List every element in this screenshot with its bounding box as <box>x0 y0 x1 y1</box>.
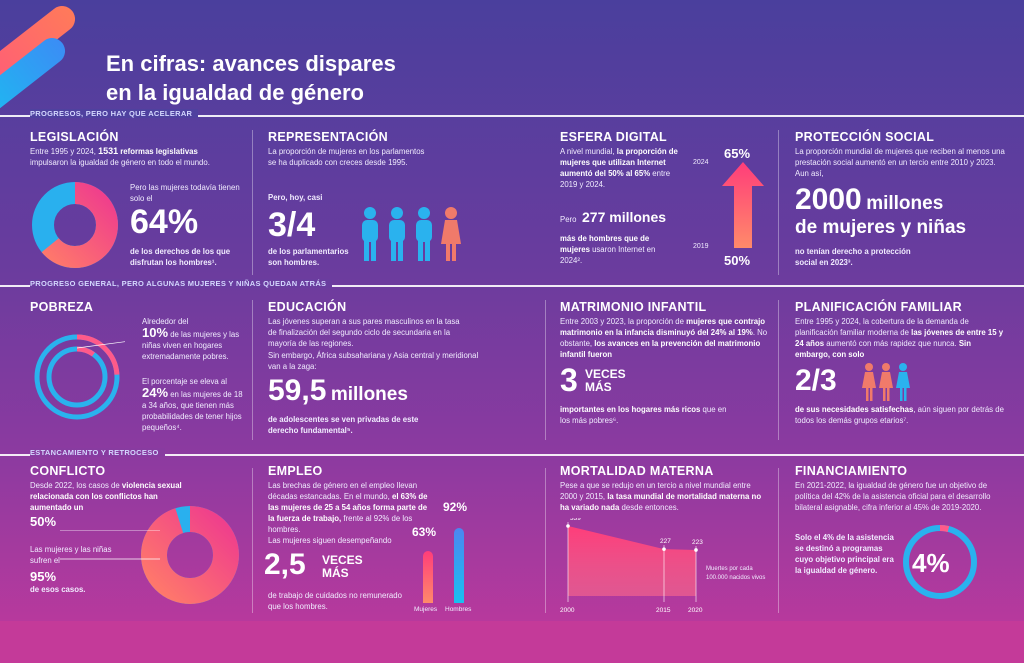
digital-heading: ESFERA DIGITAL <box>560 130 667 144</box>
empleo-heading: EMPLEO <box>268 464 323 478</box>
pobreza-heading: POBREZA <box>30 300 94 314</box>
digital-year-2024: 2024 <box>693 159 709 166</box>
pobreza-text-2: El porcentaje se eleva al 24% en las muje… <box>142 377 243 432</box>
financiamiento-heading: FINANCIAMIENTO <box>795 464 908 478</box>
legislacion-donut <box>32 182 118 268</box>
proteccion-heading: PROTECCIÓN SOCIAL <box>795 130 935 144</box>
mortalidad-value-label: 227 <box>660 538 671 545</box>
digital-text-2: Pero <box>560 215 577 224</box>
conflicto-value-1: 50% <box>30 514 57 529</box>
legislacion-text-2: Pero las mujeres todavía tienen solo el <box>130 183 240 203</box>
conflicto-value-2: 95% <box>30 569 57 584</box>
legislacion-text: Entre 1995 y 2024, 1531 reformas legisla… <box>30 146 210 167</box>
proteccion-big: 2000 millones <box>795 183 944 216</box>
representacion-text-3: de los parlamentarios son hombres. <box>268 247 349 267</box>
digital-big: 277 millones <box>582 209 667 225</box>
brand-logo <box>0 5 80 125</box>
footer-band <box>0 621 1024 663</box>
conflicto-text-3: de esos casos. <box>30 585 86 594</box>
mortalidad-point-2015 <box>662 547 666 551</box>
people-icons-2 <box>862 363 910 401</box>
planificacion-text: Entre 1995 y 2024, la cobertura de la de… <box>795 317 1004 359</box>
section-band-2: Progreso general, pero algunas mujeres y… <box>30 279 333 288</box>
empleo-text: Las brechas de género en el empleo lleva… <box>268 481 428 545</box>
proteccion-text-2: no tenían derecho a protección social en… <box>795 247 911 267</box>
representacion-text: La proporción de mujeres en los parlamen… <box>268 147 425 167</box>
financiamiento-text: En 2021-2022, la igualdad de género fue … <box>795 481 991 512</box>
empleo-value-hombres: 92% <box>443 500 468 514</box>
legislacion-heading: LEGISLACIÓN <box>30 130 119 144</box>
bar-mujeres <box>423 551 433 603</box>
mortalidad-tick-label: 2000 <box>560 607 575 614</box>
matrimonio-big: 3 <box>560 362 578 398</box>
empleo-veces: VECES MÁS <box>322 553 363 580</box>
matrimonio-heading: MATRIMONIO INFANTIL <box>560 300 707 314</box>
mortalidad-tick-label: 2015 <box>656 607 671 614</box>
mortalidad-value-label: 339 <box>570 518 581 522</box>
growth-arrow-icon <box>722 162 764 248</box>
mortalidad-text: Pese a que se redujo en un tercio a nive… <box>560 481 762 512</box>
educacion-text-3: de adolescentes se ven privadas de este … <box>268 415 419 435</box>
educacion-big: 59,5 millones <box>268 374 408 407</box>
mortalidad-area <box>568 526 696 596</box>
proteccion-big-2: de mujeres y niñas <box>795 217 967 238</box>
educacion-text-2: Sin embargo, África subsahariana y Asia … <box>268 351 479 371</box>
financiamiento-text-2: Solo el 4% de la asistencia se destinó a… <box>795 533 894 575</box>
educacion-heading: EDUCACIÓN <box>268 300 347 314</box>
financiamiento-ring <box>903 525 977 599</box>
empleo-text-2: de trabajo de cuidados no remunerado que… <box>268 591 402 611</box>
legislacion-text-3: de los derechos de los que disfrutan los… <box>130 247 231 267</box>
pobreza-rings <box>34 334 125 420</box>
section-band-1: Progresos, pero hay que acelerar <box>30 109 199 118</box>
empleo-label-hombres: Hombres <box>445 606 472 613</box>
page-title: En cifras: avances dispares en la igualda… <box>106 51 396 105</box>
connector-lines <box>60 530 160 560</box>
mortalidad-chart: 339 2000 227 2015 223 2020 <box>560 518 703 614</box>
conflicto-heading: CONFLICTO <box>30 464 106 478</box>
planificacion-big: 2/3 <box>795 364 837 397</box>
matrimonio-text-2: importantes en los hogares más ricos que… <box>560 405 727 425</box>
planificacion-heading: PLANIFICACIÓN FAMILIAR <box>795 300 963 314</box>
pobreza-text: Alrededor del 10% de las mujeres y las ni… <box>142 317 240 361</box>
empleo-label-mujeres: Mujeres <box>414 606 438 613</box>
representacion-big: 3/4 <box>268 206 316 244</box>
representacion-text-2: Pero, hoy, casi <box>268 193 323 202</box>
mortalidad-tick-label: 2020 <box>688 607 703 614</box>
mortalidad-point-2020 <box>694 548 698 552</box>
mortalidad-point-2000 <box>566 524 570 528</box>
digital-text-3: más de hombres que de mujeres usaron Int… <box>560 234 656 265</box>
divider <box>0 454 1024 456</box>
digital-year-2019: 2019 <box>693 243 709 250</box>
mortalidad-heading: MORTALIDAD MATERNA <box>560 464 714 478</box>
divider <box>0 115 1024 117</box>
people-icons <box>362 207 461 261</box>
conflicto-text: Desde 2022, los casos de violencia sexua… <box>30 481 182 512</box>
mortalidad-value-label: 223 <box>692 539 703 546</box>
empleo-big: 2,5 <box>264 548 306 581</box>
digital-value-2019: 50% <box>724 253 751 268</box>
empleo-value-mujeres: 63% <box>412 525 437 539</box>
proteccion-text: La proporción mundial de mujeres que rec… <box>795 147 1005 178</box>
divider <box>0 285 1024 287</box>
conflicto-donut <box>141 506 239 604</box>
matrimonio-veces: VECES MÁS <box>585 367 626 394</box>
section-band-3: Estancamiento y retroceso <box>30 448 165 457</box>
bar-hombres <box>454 527 464 603</box>
financiamiento-big: 4% <box>912 548 950 578</box>
matrimonio-text: Entre 2003 y 2023, la proporción de muje… <box>560 317 768 359</box>
educacion-text: Las jóvenes superan a sus pares masculin… <box>268 317 460 348</box>
planificacion-text-2: de sus necesidades satisfechas, aún sigu… <box>795 405 1004 425</box>
digital-value-2024: 65% <box>724 146 751 161</box>
conflicto-text-2: Las mujeres y las niñas sufren el <box>30 545 112 565</box>
mortalidad-note: Muertes por cada 100.000 nacidos vivos <box>706 566 766 581</box>
digital-text: A nivel mundial, la proporción de mujere… <box>560 147 678 189</box>
representacion-heading: REPRESENTACIÓN <box>268 130 388 144</box>
legislacion-big: 64% <box>130 203 199 241</box>
